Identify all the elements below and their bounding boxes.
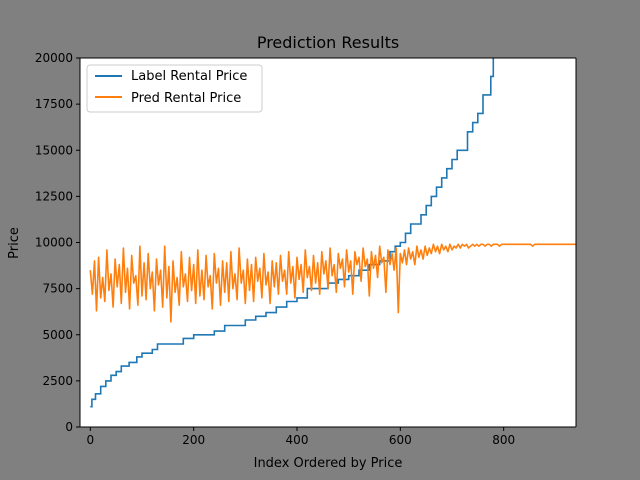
y-tick-label: 2500 — [42, 374, 73, 388]
series-line-label-rental-price — [90, 58, 495, 408]
y-tick-label: 7500 — [42, 282, 73, 296]
x-tick-label: 800 — [492, 433, 515, 447]
x-ticks: 0 200 400 600 800 — [87, 427, 515, 447]
y-tick-label: 15000 — [35, 143, 73, 157]
x-tick-label: 0 — [87, 433, 95, 447]
series-layer — [89, 58, 576, 408]
chart-title: Prediction Results — [257, 33, 399, 52]
x-tick-label: 400 — [286, 433, 309, 447]
legend-box — [86, 64, 263, 113]
y-tick-label: 0 — [65, 420, 73, 434]
x-tick-label: 200 — [182, 433, 205, 447]
y-tick-label: 5000 — [42, 328, 73, 342]
y-tick-label: 20000 — [35, 51, 73, 65]
legend-label-label: Label Rental Price — [131, 69, 247, 84]
plot-area — [80, 58, 576, 427]
y-ticks: 0 2500 5000 7500 10000 12500 15000 17500 20000 — [35, 51, 80, 434]
x-axis-label: Index Ordered by Price — [254, 456, 403, 471]
legend: Label Rental Price Pred Rental Price — [86, 64, 263, 113]
y-tick-label: 10000 — [35, 236, 73, 250]
y-tick-label: 12500 — [35, 189, 73, 203]
series-line-pred-rental-price — [89, 243, 576, 323]
x-tick-label: 600 — [389, 433, 412, 447]
y-tick-label: 17500 — [35, 97, 73, 111]
legend-label-pred: Pred Rental Price — [131, 91, 241, 106]
y-axis-label: Price — [7, 227, 22, 259]
